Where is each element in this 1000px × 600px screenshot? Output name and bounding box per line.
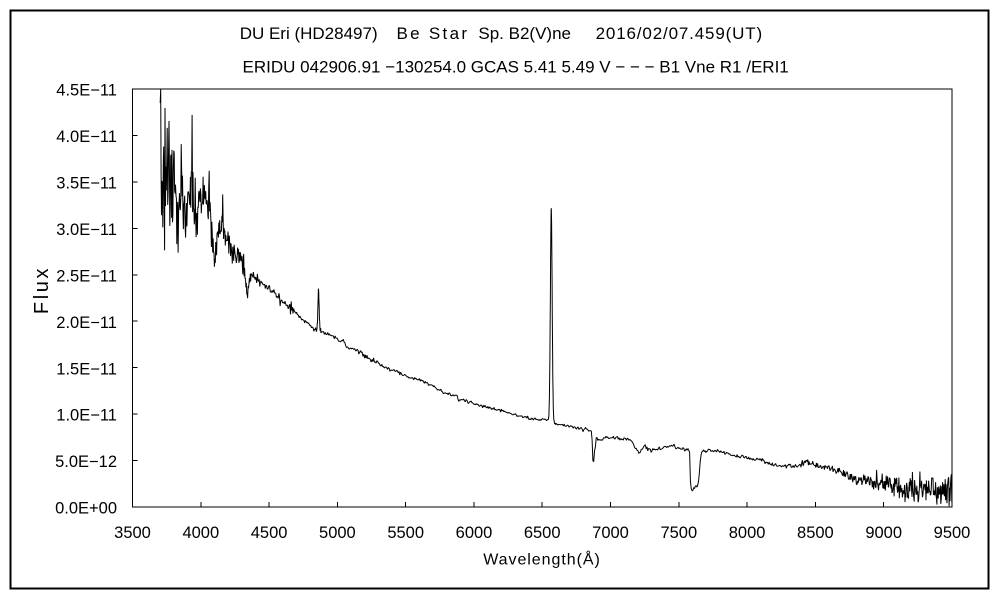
svg-text:7500: 7500	[660, 524, 697, 542]
svg-text:3.5E−11: 3.5E−11	[56, 175, 117, 193]
svg-text:4.0E−11: 4.0E−11	[56, 128, 117, 146]
svg-text:5000: 5000	[319, 524, 356, 542]
svg-text:DU Eri (HD28497): DU Eri (HD28497)	[240, 24, 378, 43]
svg-text:9500: 9500	[934, 524, 971, 542]
svg-text:4.5E−11: 4.5E−11	[56, 82, 117, 100]
svg-text:ERIDU 042906.91 −130254.0 GCAS: ERIDU 042906.91 −130254.0 GCAS 5.41 5.49…	[243, 57, 789, 76]
svg-text:0.0E+00: 0.0E+00	[55, 500, 117, 518]
svg-text:3500: 3500	[114, 524, 151, 542]
svg-text:4500: 4500	[251, 524, 288, 542]
svg-text:2.0E−11: 2.0E−11	[56, 314, 117, 332]
svg-text:5.0E−12: 5.0E−12	[55, 453, 117, 471]
svg-text:Be Star: Be Star	[397, 24, 470, 43]
svg-text:7000: 7000	[592, 524, 629, 542]
svg-text:1.5E−11: 1.5E−11	[56, 360, 117, 378]
svg-text:Sp. B2(V)ne: Sp. B2(V)ne	[478, 24, 571, 43]
svg-text:2016/02/07.459(UT): 2016/02/07.459(UT)	[596, 24, 763, 43]
svg-text:1.0E−11: 1.0E−11	[56, 407, 117, 425]
svg-text:Wavelength(Å): Wavelength(Å)	[483, 550, 601, 569]
svg-text:Flux: Flux	[31, 266, 53, 314]
svg-text:2.5E−11: 2.5E−11	[56, 267, 117, 285]
svg-text:6000: 6000	[456, 524, 493, 542]
svg-text:8500: 8500	[797, 524, 834, 542]
svg-text:6500: 6500	[524, 524, 561, 542]
svg-text:5500: 5500	[387, 524, 424, 542]
svg-text:4000: 4000	[182, 524, 219, 542]
svg-text:3.0E−11: 3.0E−11	[56, 221, 117, 239]
svg-text:9000: 9000	[865, 524, 902, 542]
svg-text:8000: 8000	[729, 524, 766, 542]
